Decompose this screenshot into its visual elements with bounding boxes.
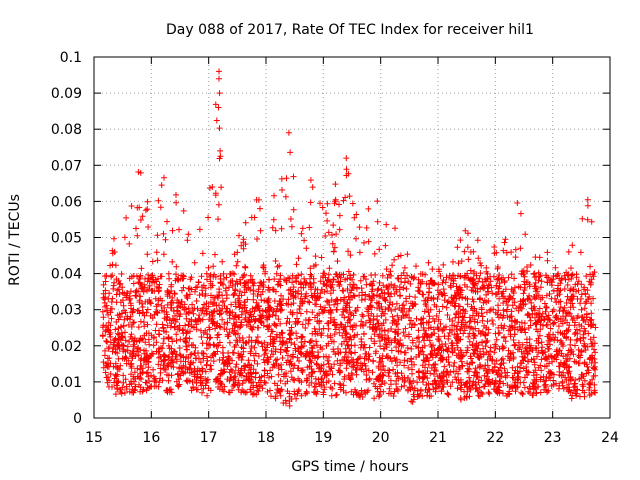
y-axis-label: ROTI / TECUs xyxy=(7,194,23,286)
y-tick-label: 0.09 xyxy=(51,86,82,102)
data-points xyxy=(99,68,599,409)
x-axis-label: GPS time / hours xyxy=(291,459,408,475)
chart-title: Day 088 of 2017, Rate Of TEC Index for r… xyxy=(166,22,534,38)
y-tick-label: 0.04 xyxy=(51,267,82,283)
x-tick-label: 16 xyxy=(142,430,160,446)
x-tick-label: 18 xyxy=(257,430,275,446)
x-tick-label: 15 xyxy=(85,430,103,446)
y-tick-label: 0.1 xyxy=(60,50,82,66)
x-tick-label: 17 xyxy=(200,430,218,446)
y-tick-label: 0 xyxy=(73,411,82,427)
y-tick-label: 0.08 xyxy=(51,122,82,138)
x-tick-label: 23 xyxy=(544,430,562,446)
x-tick-label: 22 xyxy=(486,430,504,446)
grid-lines xyxy=(94,57,610,418)
y-tick-label: 0.06 xyxy=(51,194,82,210)
y-tick-label: 0.01 xyxy=(51,375,82,391)
x-tick-label: 24 xyxy=(601,430,619,446)
axis-ticks: 15 16 17 18 19 20 21 22 23 24 0 0.01 0.02 0.03 0.04 0.0… xyxy=(51,50,619,446)
x-tick-label: 20 xyxy=(372,430,390,446)
y-tick-label: 0.03 xyxy=(51,303,82,319)
x-tick-label: 19 xyxy=(314,430,332,446)
x-tick-label: 21 xyxy=(429,430,447,446)
y-tick-label: 0.02 xyxy=(51,339,82,355)
roti-scatter-points xyxy=(99,68,599,409)
y-tick-label: 0.07 xyxy=(51,158,82,174)
y-tick-label: 0.05 xyxy=(51,231,82,247)
